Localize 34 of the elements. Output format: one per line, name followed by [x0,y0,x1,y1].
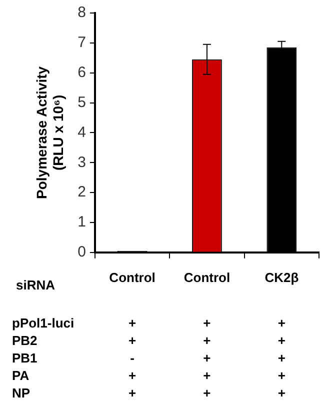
text: - [130,350,134,366]
text: PB1 [12,350,38,366]
text: pPol1-luci [12,316,74,331]
text: + [278,368,286,384]
text: + [278,350,286,366]
x-tick-label: Control [109,270,156,285]
text: PB2 [12,333,38,348]
text: + [203,368,212,384]
text: PA [12,368,30,384]
text: + [203,333,212,348]
y-tick-label: 6 [78,64,86,81]
y-tick-label: 0 [78,244,86,261]
text: + [128,368,136,384]
text: + [278,333,286,348]
y-tick-label: 8 [78,4,86,22]
y-tick-label: 5 [78,94,86,111]
text: + [278,386,286,401]
y-tick-label: 7 [78,34,86,52]
text: + [203,350,212,366]
text: siRNA [16,278,56,293]
y-axis-title: Polymerase Activity (RLU x 10⁶) [33,66,66,199]
text: + [128,386,136,401]
x-tick-label: CK2β [264,270,299,285]
text: + [128,316,136,331]
x-tick-label: Control [184,270,230,285]
y-tick-label: 4 [78,124,86,141]
text: + [128,333,136,348]
y-tick-label: 3 [78,154,86,171]
y-tick-label: 1 [78,214,86,231]
text: + [203,386,212,401]
text: NP [12,386,30,401]
text: + [203,316,212,331]
text: + [278,316,286,331]
y-tick-label: 2 [78,184,86,201]
